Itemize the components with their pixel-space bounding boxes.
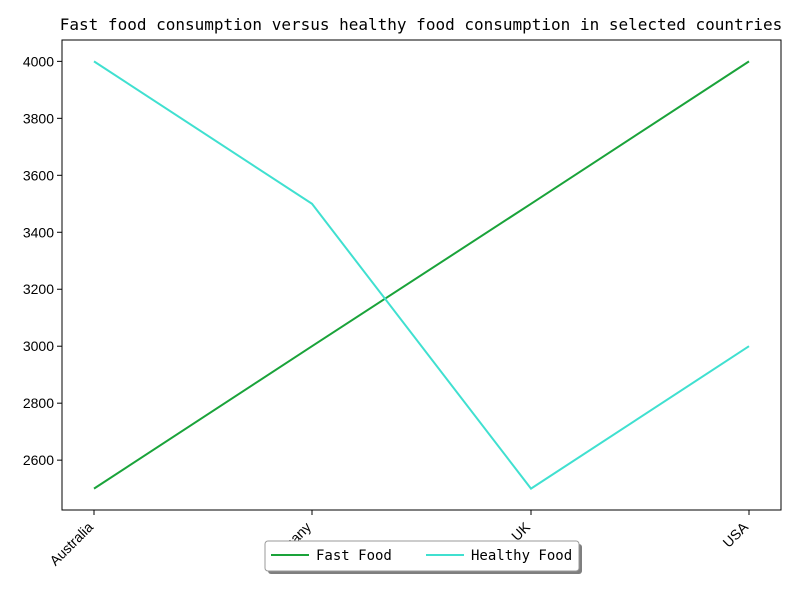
x-tick-label: UK bbox=[508, 518, 534, 544]
chart-title: Fast food consumption versus healthy foo… bbox=[60, 15, 782, 34]
series-layer bbox=[93, 60, 750, 490]
y-axis: 2600 2800 3000 3200 3400 3600 3800 4000 bbox=[23, 53, 62, 468]
y-tick-label: 3600 bbox=[23, 167, 54, 183]
y-tick-label: 2800 bbox=[23, 395, 54, 411]
legend: Fast Food Healthy Food bbox=[264, 540, 582, 574]
x-tick-label: USA bbox=[719, 518, 751, 550]
y-tick-label: 3000 bbox=[23, 338, 54, 354]
series-line-fast-food bbox=[93, 60, 750, 490]
plot-area-frame bbox=[61, 39, 782, 511]
y-tick-label: 3400 bbox=[23, 224, 54, 240]
legend-label: Healthy Food bbox=[471, 548, 572, 564]
y-tick-label: 3800 bbox=[23, 110, 54, 126]
y-tick-label: 4000 bbox=[23, 53, 54, 69]
legend-box bbox=[264, 540, 580, 572]
y-tick-label: 2600 bbox=[23, 452, 54, 468]
series-line-healthy-food bbox=[93, 60, 750, 490]
y-tick-label: 3200 bbox=[23, 281, 54, 297]
legend-label: Fast Food bbox=[316, 548, 392, 564]
x-tick-label: Australia bbox=[46, 519, 96, 569]
